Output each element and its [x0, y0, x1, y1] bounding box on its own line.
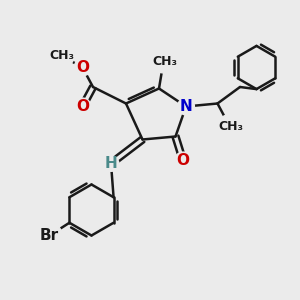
Circle shape	[74, 98, 91, 115]
Circle shape	[175, 152, 191, 169]
Circle shape	[49, 43, 74, 68]
Text: CH₃: CH₃	[218, 119, 244, 133]
Circle shape	[178, 98, 194, 115]
Text: H: H	[105, 156, 117, 171]
Text: Br: Br	[40, 228, 59, 243]
Text: N: N	[180, 99, 192, 114]
Circle shape	[103, 156, 119, 171]
Circle shape	[74, 59, 91, 76]
Text: O: O	[76, 60, 89, 75]
Text: O: O	[76, 99, 89, 114]
Circle shape	[152, 50, 175, 73]
Circle shape	[37, 223, 62, 248]
Text: O: O	[176, 153, 190, 168]
Text: CH₃: CH₃	[152, 55, 178, 68]
Circle shape	[218, 115, 241, 137]
Text: CH₃: CH₃	[49, 49, 74, 62]
